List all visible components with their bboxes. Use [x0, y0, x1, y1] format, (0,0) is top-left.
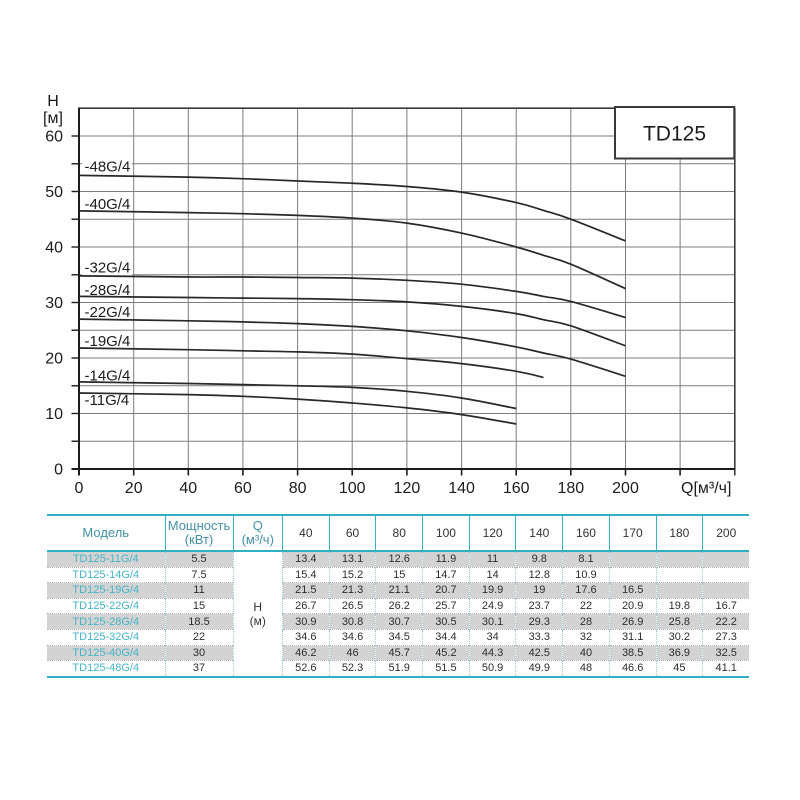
svg-text:180: 180 — [557, 480, 584, 497]
svg-text:-40G/4: -40G/4 — [85, 196, 131, 213]
svg-text:H: H — [47, 93, 59, 110]
svg-text:80: 80 — [289, 480, 307, 497]
svg-text:-22G/4: -22G/4 — [85, 304, 131, 321]
svg-text:200: 200 — [612, 480, 639, 497]
svg-text:140: 140 — [448, 480, 475, 497]
svg-text:120: 120 — [394, 480, 421, 497]
svg-text:-19G/4: -19G/4 — [85, 333, 131, 350]
svg-text:20: 20 — [125, 480, 143, 497]
svg-text:0: 0 — [54, 462, 63, 479]
svg-text:60: 60 — [234, 480, 252, 497]
svg-text:[м]: [м] — [43, 110, 63, 127]
svg-text:TD125: TD125 — [643, 123, 706, 146]
svg-text:30: 30 — [45, 295, 63, 312]
svg-text:100: 100 — [339, 480, 366, 497]
svg-text:-32G/4: -32G/4 — [85, 260, 131, 277]
svg-text:0: 0 — [75, 480, 84, 497]
svg-text:Q[м³/ч]: Q[м³/ч] — [681, 480, 731, 497]
svg-text:50: 50 — [45, 184, 63, 201]
svg-text:10: 10 — [45, 406, 63, 423]
svg-text:-48G/4: -48G/4 — [85, 159, 131, 176]
svg-text:20: 20 — [45, 351, 63, 368]
svg-text:40: 40 — [45, 240, 63, 257]
svg-text:160: 160 — [503, 480, 530, 497]
svg-text:40: 40 — [179, 480, 197, 497]
svg-text:-28G/4: -28G/4 — [85, 282, 131, 299]
svg-text:60: 60 — [45, 129, 63, 146]
svg-text:-14G/4: -14G/4 — [85, 368, 131, 385]
svg-text:-11G/4: -11G/4 — [85, 392, 130, 409]
